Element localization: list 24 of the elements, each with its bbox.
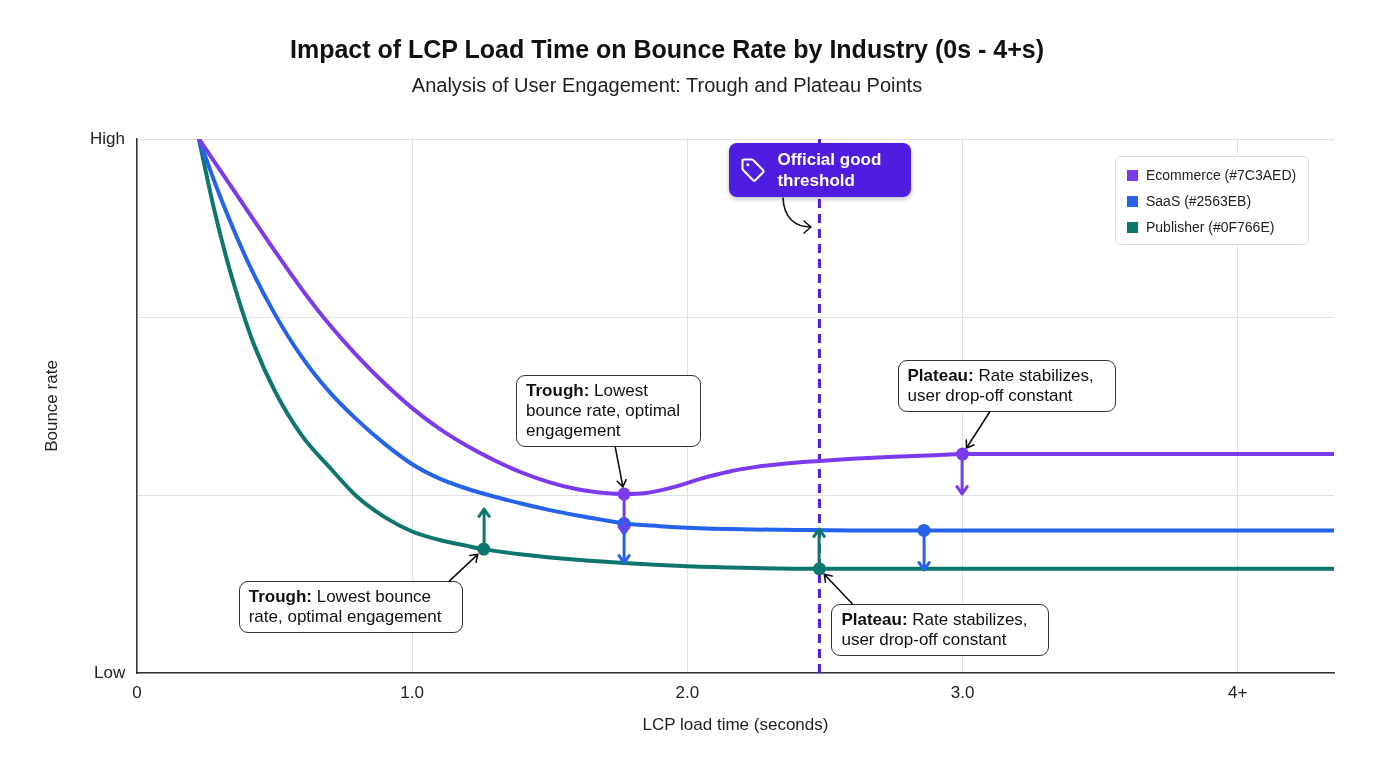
point: [477, 542, 491, 556]
x-tick-label: 1.0: [400, 682, 424, 702]
ref-line-label: Official good threshold: [777, 149, 883, 191]
point: [956, 447, 970, 461]
x-tick-label: 4+: [1227, 682, 1248, 702]
point: [617, 487, 631, 501]
chart-title: Impact of LCP Load Time on Bounce Rate by Industry (0s - 4+s): [289, 34, 1045, 63]
x-tick-label: 3.0: [950, 682, 975, 702]
legend-label: SaaS (#2563EB): [1146, 193, 1252, 209]
x-tick-label: 0: [132, 682, 142, 702]
x-axis-title: LCP load time (seconds): [642, 715, 829, 735]
point: [812, 562, 826, 576]
annotation: Trough: Lowest bounce rate, optimal engagement: [238, 581, 463, 634]
point: [917, 523, 931, 537]
legend-label: Ecommerce (#7C3AED): [1146, 167, 1297, 183]
annotation: Trough: Lowest bounce rate, optimal engagement: [516, 375, 702, 448]
annotation: Plateau: Rate stabilizes, user drop-off constant: [897, 360, 1116, 413]
annotation: Plateau: Rate stabilizes, user drop-off constant: [831, 603, 1050, 656]
y-axis-title: Bounce rate: [41, 360, 61, 452]
legend-label: Publisher (#0F766E): [1146, 219, 1275, 235]
text: Low: [94, 663, 126, 683]
x-tick-label: 2.0: [675, 682, 700, 702]
chart-subtitle: Analysis of User Engagement: Trough and Plateau Points: [411, 73, 923, 96]
text: High: [90, 129, 125, 149]
